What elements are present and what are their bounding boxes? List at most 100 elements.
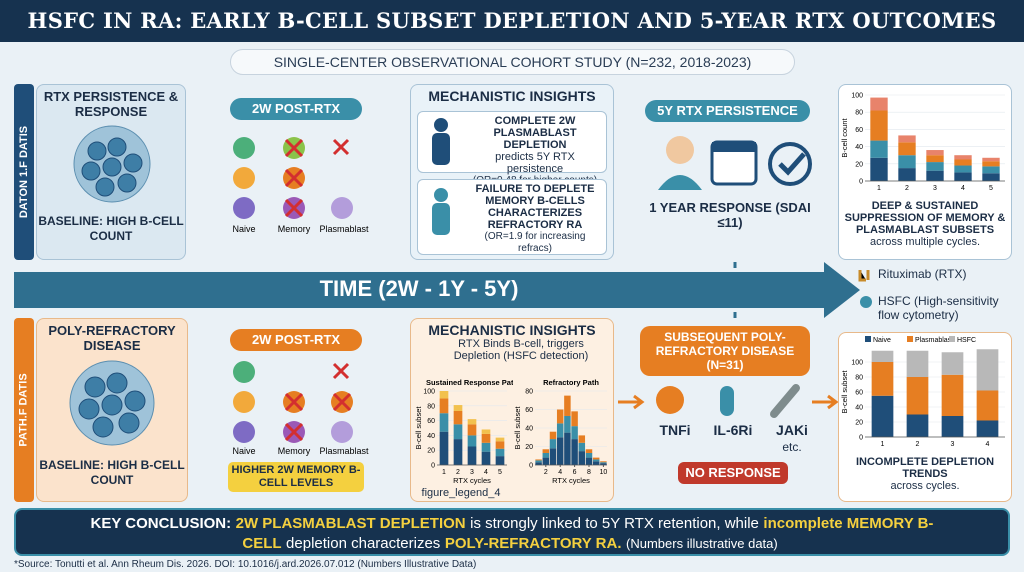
- bar-segment: [898, 142, 916, 156]
- legend-swatch: [949, 336, 955, 342]
- bar-segment: [495, 441, 505, 449]
- x-tick-label: 3: [951, 441, 955, 448]
- bar-segment: [870, 157, 888, 181]
- y-tick-label: 40: [427, 433, 435, 440]
- cell-label: Naive: [232, 446, 255, 456]
- x-tick-label: 5: [989, 185, 993, 192]
- bar-segment: [600, 461, 607, 463]
- bar-segment: [549, 431, 557, 440]
- y-tick-label: 40: [855, 405, 863, 412]
- bar-segment: [906, 414, 929, 437]
- bar-segment: [898, 155, 916, 169]
- conclusion-segment: POLY-REFRACTORY RA.: [444, 535, 622, 552]
- bar-segment: [481, 451, 491, 465]
- x-tick-label: 4: [484, 469, 488, 476]
- source: *Source: Tonutti et al. Ann Rheum Dis. 2…: [14, 559, 477, 570]
- side-text: DATON 1.F DATIS: [18, 125, 30, 219]
- chart-caption: DEEP & SUSTAINED SUPPRESSION OF MEMORY &…: [844, 200, 1006, 236]
- insight-text: predicts 5Y RTX persistence: [495, 151, 575, 175]
- post-title: 2W POST-RTX: [230, 329, 362, 351]
- side-text: PATH.F DATIS: [18, 373, 31, 447]
- conclusion-segment: depletion characterizes: [286, 535, 441, 552]
- persistence-icons: [658, 136, 812, 190]
- bar-segment: [585, 457, 593, 465]
- chart: Sustained Response Path 0 20 40 60 80 100 B-cel…: [414, 378, 513, 485]
- y-tick-label: 80: [855, 375, 863, 382]
- insights-title: MECHANISTIC INSIGHTS: [428, 88, 596, 104]
- bar-segment: [871, 362, 894, 396]
- y-tick-label: 40: [525, 426, 533, 433]
- timeline-arrow: [14, 262, 860, 318]
- no-response: NO RESPONSE: [678, 462, 788, 484]
- persistence-title: 5Y RTX PERSISTENCE: [645, 100, 810, 122]
- bar-segment: [542, 452, 550, 458]
- bar-segment: [585, 449, 593, 453]
- insight-note: (OR=1.9 for increasing refracs): [484, 231, 586, 254]
- bar-segment: [871, 395, 894, 437]
- conclusion-segment: KEY CONCLUSION:: [90, 515, 232, 532]
- legend-label: HSFC: [957, 337, 976, 344]
- bar-segment: [578, 451, 586, 465]
- bar-segment: [467, 435, 477, 447]
- bar-segment: [982, 173, 1000, 181]
- cell-label: Memory: [278, 224, 311, 234]
- bar-segment: [871, 350, 894, 362]
- bar-segment: [535, 459, 542, 461]
- drug-icons: [656, 384, 800, 418]
- chart-caption-sub: across multiple cycles.: [869, 236, 981, 248]
- bar-segment: [976, 349, 999, 391]
- chart-caption: INCOMPLETE DEPLETION TRENDS: [855, 456, 995, 480]
- bar-segment: [535, 462, 542, 465]
- y-tick-label: 60: [427, 418, 435, 425]
- bar-segment: [976, 420, 999, 437]
- bar-segment: [926, 150, 944, 156]
- side-label: PATH.F DATIS: [14, 318, 34, 502]
- bar-segment: [549, 448, 557, 465]
- bar-segment: [439, 398, 449, 414]
- bar-segment: [439, 431, 449, 465]
- y-tick-label: 60: [855, 127, 863, 134]
- drug-more: etc.: [782, 440, 802, 454]
- bar-segment: [453, 424, 463, 440]
- bar-segment: [467, 446, 477, 465]
- x-tick-label: 2: [916, 441, 920, 448]
- response-text: 1 YEAR RESPONSE (SDAI ≤11): [649, 200, 811, 230]
- bar-segment: [556, 437, 564, 465]
- bar-segment: [578, 435, 586, 443]
- y-axis-label: B-cell subset: [414, 406, 423, 450]
- drug: JAKi: [776, 422, 808, 438]
- bar-segment: [467, 424, 477, 436]
- bar-segment: [941, 374, 964, 416]
- insights-panel: MECHANISTIC INSIGHTS COMPLETE 2W PLASMAB…: [410, 84, 614, 260]
- y-tick-label: 40: [855, 144, 863, 151]
- panel-title: POLY-REFRACTORY DISEASE: [48, 323, 176, 353]
- subtitle: SINGLE-CENTER OBSERVATIONAL COHORT STUDY…: [230, 49, 795, 75]
- chart: Refractory Path 0 20 40 60 80 B-cell subset 2 4 6…: [513, 378, 608, 485]
- bar-segment: [926, 155, 944, 163]
- chart: 0 20 40 60 80 100 B-cell count 1 2 3 4 5: [840, 93, 1005, 192]
- bar-segment: [453, 439, 463, 465]
- x-tick-label: 10: [600, 469, 608, 476]
- y-axis-label: B-cell count: [840, 117, 849, 157]
- figure-legend: figure_legend_4: [421, 487, 501, 499]
- bar-segment: [982, 161, 1000, 167]
- bar-segment: [495, 448, 505, 457]
- legend-swatch: [865, 336, 871, 342]
- bar-segment: [898, 135, 916, 143]
- x-tick-label: 1: [881, 441, 885, 448]
- bar-segment: [542, 457, 550, 465]
- legend-label: Plasmablast: [915, 337, 953, 344]
- baseline-icon: [69, 360, 155, 446]
- x-tick-label: 1: [877, 185, 881, 192]
- y-tick-label: 20: [855, 161, 863, 168]
- chart-title: Sustained Response Path: [426, 378, 513, 387]
- x-tick-label: 5: [498, 469, 502, 476]
- bar-segment: [542, 449, 550, 453]
- legend-icons: [858, 270, 872, 308]
- y-tick-label: 60: [525, 407, 533, 414]
- x-tick-label: 6: [573, 469, 577, 476]
- bar-segment: [954, 172, 972, 181]
- bar-segment: [481, 433, 491, 443]
- side-label: DATON 1.F DATIS: [14, 84, 34, 260]
